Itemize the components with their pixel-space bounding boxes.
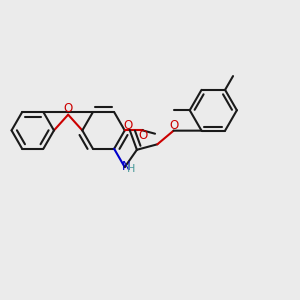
Text: O: O	[170, 119, 179, 132]
Text: O: O	[139, 129, 148, 142]
Text: O: O	[64, 102, 73, 115]
Text: O: O	[124, 118, 133, 132]
Text: N: N	[122, 160, 130, 173]
Text: H: H	[127, 164, 135, 174]
